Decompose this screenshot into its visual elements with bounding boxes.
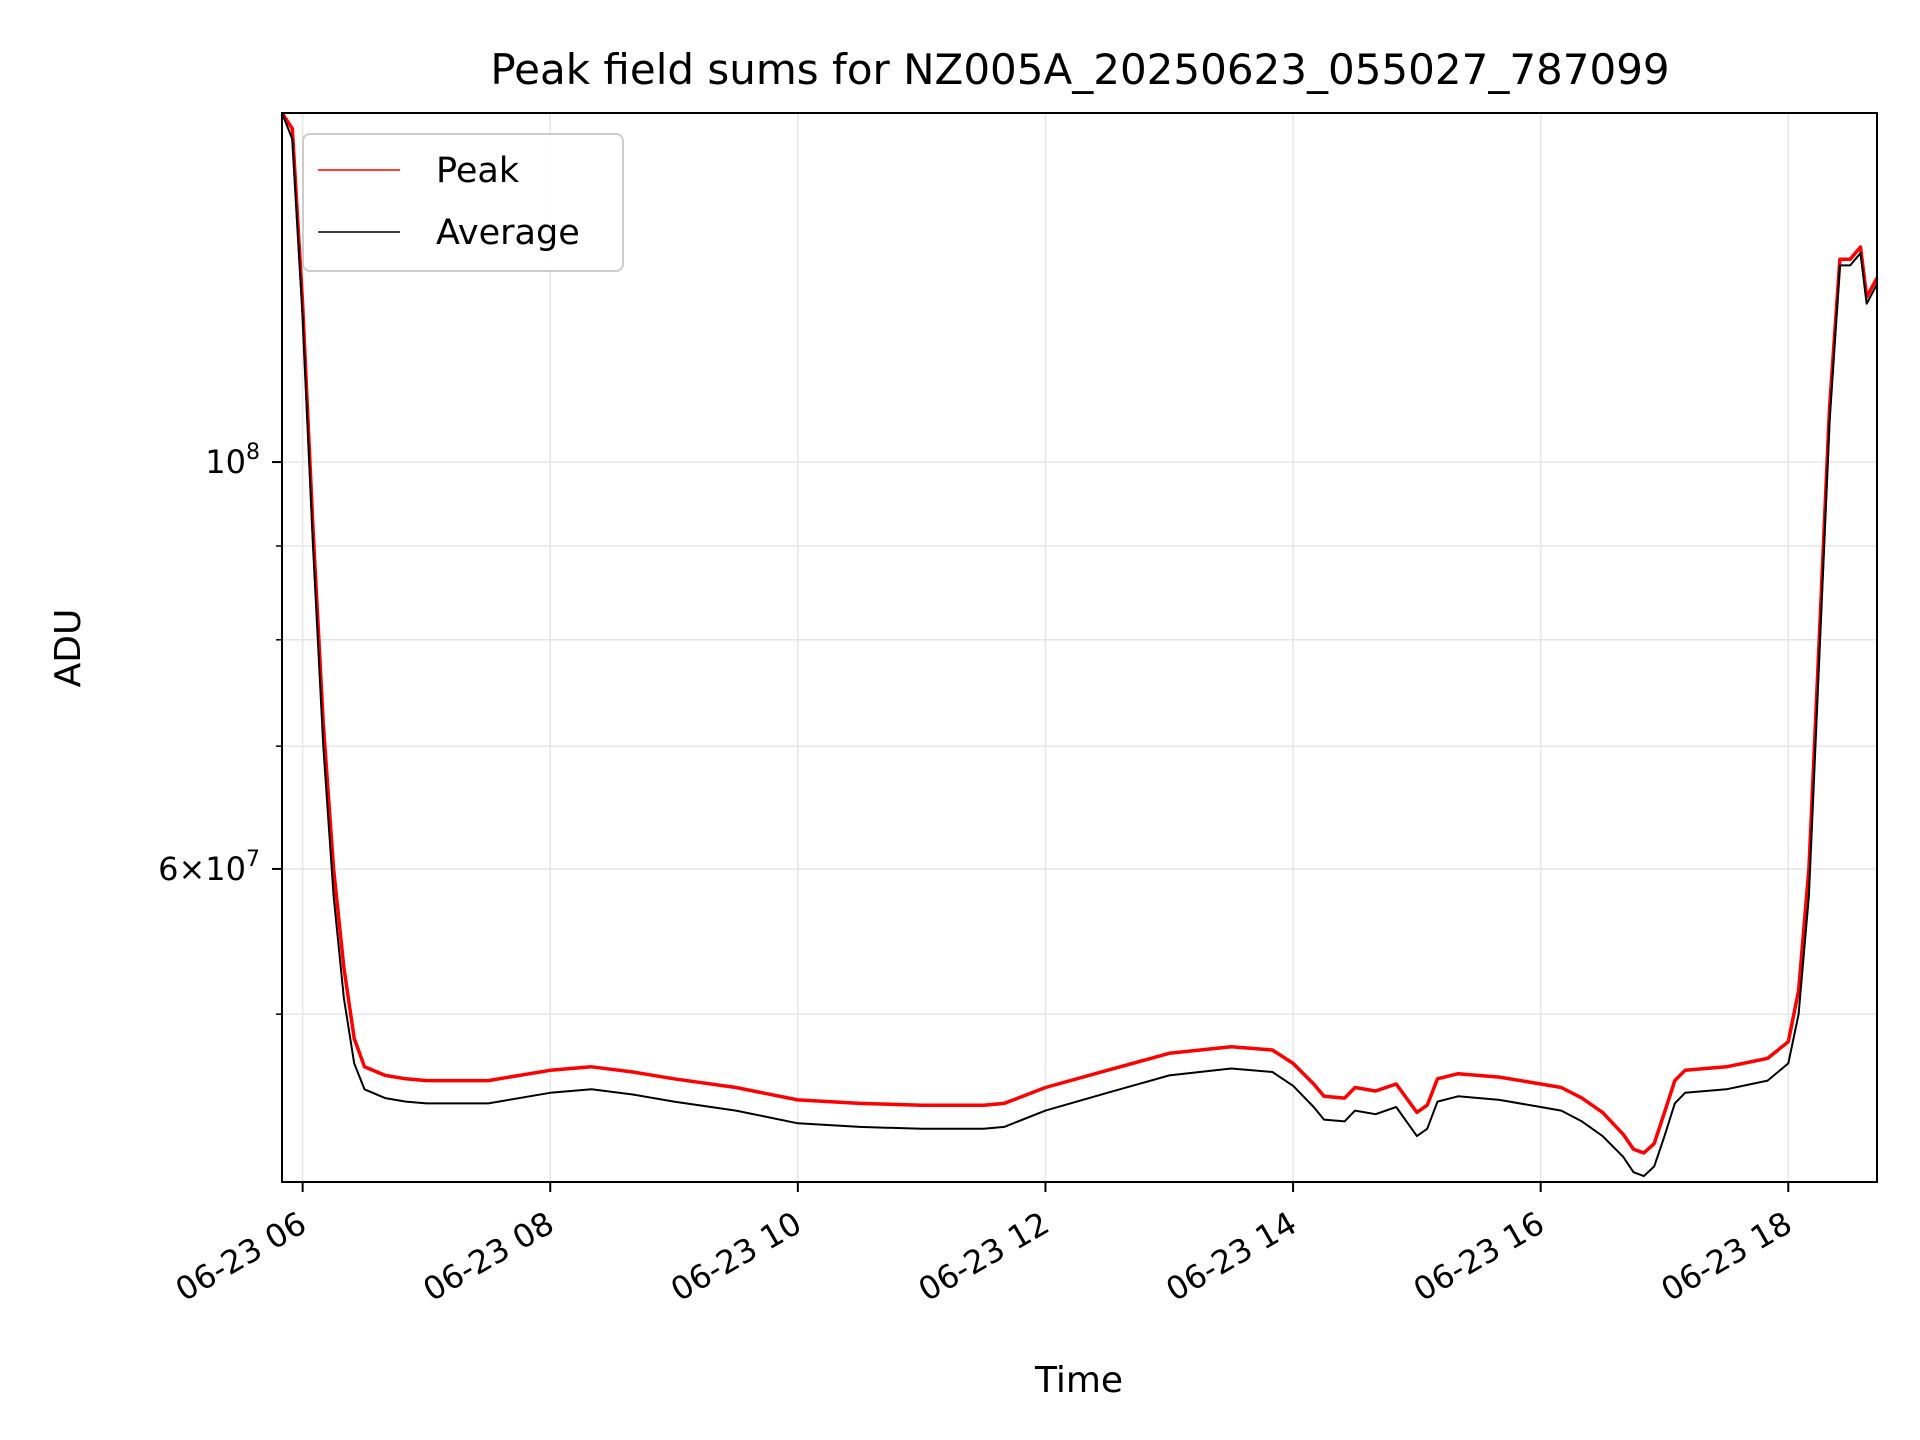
series-line-peak	[280, 112, 1879, 1155]
grid-lines	[282, 113, 1877, 1182]
legend-box	[302, 133, 624, 272]
plot-frame	[281, 112, 1878, 1183]
y-tick-label: 6×107	[158, 847, 260, 888]
y-axis: 108 6×107	[158, 440, 282, 1015]
legend: Peak Average	[302, 133, 624, 272]
y-tick-label: 108	[205, 440, 260, 481]
x-axis-label: Time	[1034, 1360, 1123, 1401]
series-line-average	[281, 112, 1878, 1178]
series-layer	[280, 112, 1879, 1178]
chart-title: Peak field sums for NZ005A_20250623_0550…	[490, 45, 1669, 94]
legend-label-average: Average	[436, 213, 580, 253]
y-axis-label: ADU	[48, 609, 89, 688]
legend-label-peak: Peak	[436, 151, 520, 191]
